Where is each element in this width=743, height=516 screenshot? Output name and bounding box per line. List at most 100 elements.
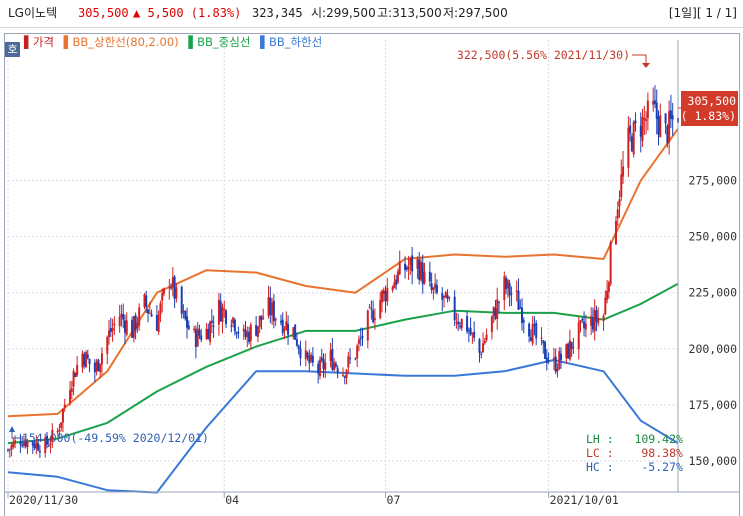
candle-body <box>274 318 277 321</box>
candle-body <box>435 285 438 293</box>
candle-body <box>21 444 24 447</box>
candle-body <box>466 316 469 332</box>
candle-body <box>485 334 488 340</box>
candle-body <box>306 352 309 358</box>
candle-body <box>467 330 470 332</box>
candle-body <box>196 328 199 347</box>
candle-body <box>134 315 137 331</box>
candle-body <box>148 312 151 314</box>
candle-body <box>155 315 158 331</box>
candle-body <box>47 445 50 447</box>
candle-body <box>632 121 635 155</box>
candle-body <box>604 297 607 315</box>
min-price-annotation: 154,000(-49.59% 2020/12/01) <box>22 431 209 445</box>
candle-body <box>72 370 75 387</box>
legend-lower-band[interactable]: ▌BB_하한선 <box>260 35 323 49</box>
candle-body <box>108 330 111 337</box>
candle-body <box>198 330 201 336</box>
candle-body <box>212 325 215 327</box>
candle-body <box>528 323 531 337</box>
candle-body <box>471 333 474 335</box>
y-tick-label: 250,000 <box>689 230 738 244</box>
candle-body <box>544 341 547 359</box>
candle-body <box>120 313 123 318</box>
chart-frame <box>4 33 740 516</box>
candle-body <box>267 297 270 317</box>
candle-body <box>657 116 660 135</box>
candle-body <box>533 324 536 326</box>
candle-body <box>84 352 87 368</box>
candle-body <box>384 291 387 302</box>
candle-body <box>669 110 672 119</box>
candle-body <box>497 301 500 303</box>
candle-body <box>577 322 580 350</box>
quote-button[interactable]: 호 <box>5 42 20 57</box>
candle-body <box>193 328 196 331</box>
candle-body <box>395 279 398 285</box>
candle-body <box>347 356 350 368</box>
candle-body <box>469 328 472 335</box>
candle-body <box>56 430 59 433</box>
candle-body <box>159 303 162 315</box>
candle-body <box>223 308 226 310</box>
candle-body <box>205 328 208 339</box>
max-pointer <box>632 54 647 64</box>
candle-body <box>443 295 446 298</box>
candle-body <box>418 259 421 280</box>
candle-body <box>393 282 396 289</box>
candle-body <box>83 354 86 366</box>
candle-body <box>519 307 522 309</box>
candle-body <box>111 328 114 332</box>
candle-body <box>404 263 407 271</box>
candle-body <box>560 353 563 360</box>
candle-body <box>458 326 461 328</box>
candle-body <box>157 314 160 333</box>
candle-body <box>643 117 646 120</box>
candle-body <box>283 329 286 331</box>
candle-body <box>255 324 258 336</box>
candle-body <box>448 297 451 299</box>
candle-body <box>22 441 25 446</box>
candle-body <box>60 422 63 429</box>
candle-body <box>76 365 79 376</box>
candle-body <box>515 290 518 292</box>
candle-body <box>457 321 460 325</box>
candle-body <box>170 287 173 289</box>
candle-body <box>272 300 275 322</box>
candle-body <box>652 100 655 105</box>
candle-body <box>131 320 134 338</box>
candle-body <box>322 359 325 369</box>
legend-price[interactable]: ▌가격 <box>24 35 55 49</box>
candle-body <box>593 310 596 332</box>
candle-body <box>627 127 630 168</box>
candle-body <box>368 307 371 309</box>
candle-body <box>357 339 360 344</box>
candle-body <box>225 310 228 325</box>
candle-body <box>35 441 38 449</box>
candle-body <box>579 320 582 323</box>
legend-mid-band[interactable]: ▌BB_중심선 <box>188 35 251 49</box>
candle-body <box>361 336 364 338</box>
candle-body <box>545 357 548 363</box>
candle-body <box>304 350 307 360</box>
y-tick-label: 200,000 <box>689 342 738 356</box>
low-price: 저:297,500 <box>443 6 508 20</box>
candle-body <box>109 328 112 333</box>
candle-body <box>334 363 337 367</box>
candle-body <box>641 116 644 141</box>
period-page-selector[interactable]: [1일][ 1 / 1] <box>668 6 737 20</box>
candle-body <box>398 261 401 275</box>
candle-body <box>646 100 649 119</box>
candle-body <box>88 358 91 365</box>
legend-upper-band[interactable]: ▌BB_상한선(80,2.00) <box>63 35 179 49</box>
candle-body <box>311 355 314 363</box>
candle-body <box>386 287 389 302</box>
candle-body <box>622 166 625 177</box>
candle-body <box>81 353 84 368</box>
candle-body <box>31 440 34 446</box>
max-price-annotation: 322,500(5.56% 2021/11/30) <box>457 48 630 62</box>
candle-body <box>26 440 29 448</box>
candle-body <box>106 336 109 354</box>
candle-body <box>591 317 594 330</box>
